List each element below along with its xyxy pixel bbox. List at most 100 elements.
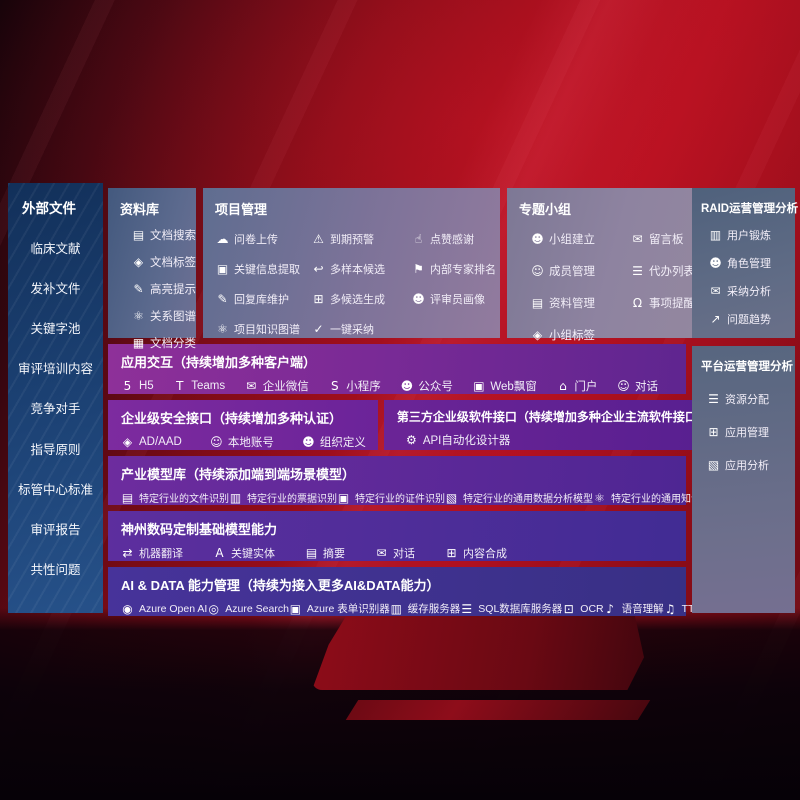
project-item[interactable]: ✎ 回复库维护 [216,291,312,307]
platform-item[interactable]: ⊞ 应用管理 [707,424,795,440]
project-item[interactable]: ▣ 关键信息提取 [216,261,312,277]
item-label: 对话 [634,381,658,393]
sidebar-item[interactable]: 发补文件 [30,282,81,297]
platform-analysis-title: 平台运营管理分析 [701,361,793,373]
platform-item[interactable]: ▧ 应用分析 [707,457,795,473]
security-item[interactable]: ☻ 组织定义 [302,434,366,450]
sidebar-item[interactable]: 关键字池 [30,322,81,337]
sidebar-item[interactable]: 指导原则 [30,442,81,457]
azure-openai-icon: ◉ [122,601,133,616]
project-item[interactable]: ⚑ 内部专家排名 [412,261,496,277]
interaction-item[interactable]: ▣ Web飘窗 [472,378,537,394]
security-item[interactable]: ◈ AD/AAD [121,436,182,448]
item-label: 小程序 [346,381,381,393]
item-label: 特定行业的文件识别 [139,494,229,505]
interaction-item[interactable]: ⌂ 门户 [556,378,597,394]
base-model-item[interactable]: ⊞ 内容合成 [445,545,507,561]
raid-item[interactable]: ☻ 角色管理 [709,255,795,271]
security-item[interactable]: ☺ 本地账号 [210,434,274,450]
group-item[interactable]: ◈ 小组标签 [531,327,631,343]
ai-data-item[interactable]: ⊡ OCR [562,601,604,616]
repository-item[interactable]: ▦ 文档分类 [132,335,196,351]
industry-model-item[interactable]: ▤ 特定行业的文件识别 [121,490,229,506]
project-item[interactable]: ↩ 多样本候选 [312,261,412,277]
group-item[interactable]: ☺ 成员管理 [531,263,631,279]
ai-data-item[interactable]: ◉ Azure Open AI [121,603,207,615]
item-label: 事项提醒 [649,298,695,310]
project-item[interactable]: ⚛ 项目知识图谱 [216,321,312,337]
file-recognition-icon: ▤ [121,490,134,505]
tts-icon: ♫ [664,601,676,616]
multi-sample-icon: ↩ [313,262,324,276]
interaction-item[interactable]: S 小程序 [328,378,381,394]
base-models-band: 神州数码定制基础模型能力 ⇄ 机器翻译 A 关键实体 ▤ 摘要 ✉ 对话 [108,511,686,561]
sidebar-item[interactable]: 标管中心标准 [17,482,93,497]
repository-item[interactable]: ◈ 文档标签 [132,254,196,270]
group-item[interactable]: ▤ 资料管理 [531,295,631,311]
sidebar-item[interactable]: 审评报告 [30,522,81,537]
platform-analysis-box: 平台运营管理分析 ☰ 资源分配 ⊞ 应用管理 ▧ 应用分析 [692,346,795,613]
industry-model-item[interactable]: ▣ 特定行业的证件识别 [337,490,445,506]
security-interface-title: 企业级安全接口（持续增加多种认证） [121,411,343,426]
interaction-item[interactable]: 5 H5 [121,380,154,392]
project-item[interactable]: ☝ 点赞感谢 [412,231,496,247]
repository-box: 资料库 ▤ 文档搜索 ◈ 文档标签 ✎ 高亮提示 ⚛ [108,188,196,350]
project-item[interactable]: ✓ 一键采纳 [312,321,412,337]
industry-model-item[interactable]: ▧ 特定行业的通用数据分析模型 [445,490,593,506]
message-board-icon: ✉ [632,232,643,246]
group-item[interactable]: ✉ 留言板 [631,231,695,247]
ai-data-item[interactable]: ▣ Azure 表单识别器 [289,601,390,616]
raid-item[interactable]: ✉ 采纳分析 [709,283,795,299]
group-item[interactable]: ☰ 代办列表 [631,263,695,279]
item-label: 留言板 [649,234,684,246]
repository-item[interactable]: ▤ 文档搜索 [132,227,196,243]
project-item[interactable]: ⚠ 到期预警 [312,231,412,247]
project-item[interactable]: ⊞ 多候选生成 [312,291,412,307]
base-model-item[interactable]: ⇄ 机器翻译 [121,545,183,561]
ai-data-item[interactable]: ▥ 缓存服务器 [390,601,461,616]
group-item[interactable]: Ω 事项提醒 [631,295,695,311]
ai-data-title: AI & DATA 能力管理（持续为接入更多AI&DATA能力） [121,578,440,593]
base-model-item[interactable]: A 关键实体 [213,545,275,561]
item-label: 缓存服务器 [407,603,461,615]
base-model-item[interactable]: ▤ 摘要 [305,545,345,561]
interaction-item[interactable]: ☺ 对话 [617,378,658,394]
special-groups-title: 专题小组 [519,202,572,217]
thirdparty-item[interactable]: ⚙ API自动化设计器 [405,432,510,448]
interaction-item[interactable]: ☻ 公众号 [400,378,453,394]
repository-item[interactable]: ✎ 高亮提示 [132,281,196,297]
project-item[interactable]: ☻ 评审员画像 [412,291,496,307]
item-label: H5 [139,380,154,392]
group-item[interactable]: ☻ 小组建立 [531,231,631,247]
thirdparty-interface-band: 第三方企业级软件接口（持续增加多种企业主流软件接口） ⚙ API自动化设计器 [383,400,721,450]
base-model-item[interactable]: ✉ 对话 [375,545,415,561]
interaction-item[interactable]: ✉ 企业微信 [245,378,309,394]
multi-candidate-icon: ⊞ [313,292,324,306]
ai-data-item[interactable]: ◎ Azure Search [207,603,289,615]
item-label: 文档分类 [150,338,196,350]
sidebar-item[interactable]: 审评培训内容 [17,362,93,377]
repository-item[interactable]: ⚛ 关系图谱 [132,308,196,324]
sidebar-item[interactable]: 临床文献 [30,242,81,257]
ai-data-item[interactable]: ♪ 语音理解 [604,601,663,616]
raid-item[interactable]: ↗ 问题趋势 [709,311,795,327]
raid-item[interactable]: ▥ 用户锻炼 [709,227,795,243]
interaction-item[interactable]: T Teams [173,380,225,392]
industry-models-title: 产业模型库（持续添加端到端场景模型） [121,467,356,482]
sidebar-item[interactable]: 共性问题 [30,562,81,577]
ocr-icon: ⊡ [563,601,574,616]
base-models-list: ⇄ 机器翻译 A 关键实体 ▤ 摘要 ✉ 对话 ⊞ 内容合成 [121,545,674,561]
item-label: 内容合成 [463,548,507,560]
industry-model-item[interactable]: ▥ 特定行业的票据识别 [229,490,337,506]
platform-item[interactable]: ☰ 资源分配 [707,391,795,407]
reviewer-portrait-icon: ☻ [412,292,425,306]
item-label: 对话 [393,548,415,560]
ad-aad-icon: ◈ [122,435,133,449]
item-label: 角色管理 [727,258,771,270]
app-interaction-title: 应用交互（持续增加多种客户端） [121,355,317,370]
project-item[interactable]: ☁ 问卷上传 [216,231,312,247]
background-red-bar [345,700,651,720]
item-label: 点赞感谢 [430,234,474,246]
sidebar-item[interactable]: 竞争对手 [30,402,81,417]
ai-data-item[interactable]: ☰ SQL数据库服务器 [460,601,562,616]
